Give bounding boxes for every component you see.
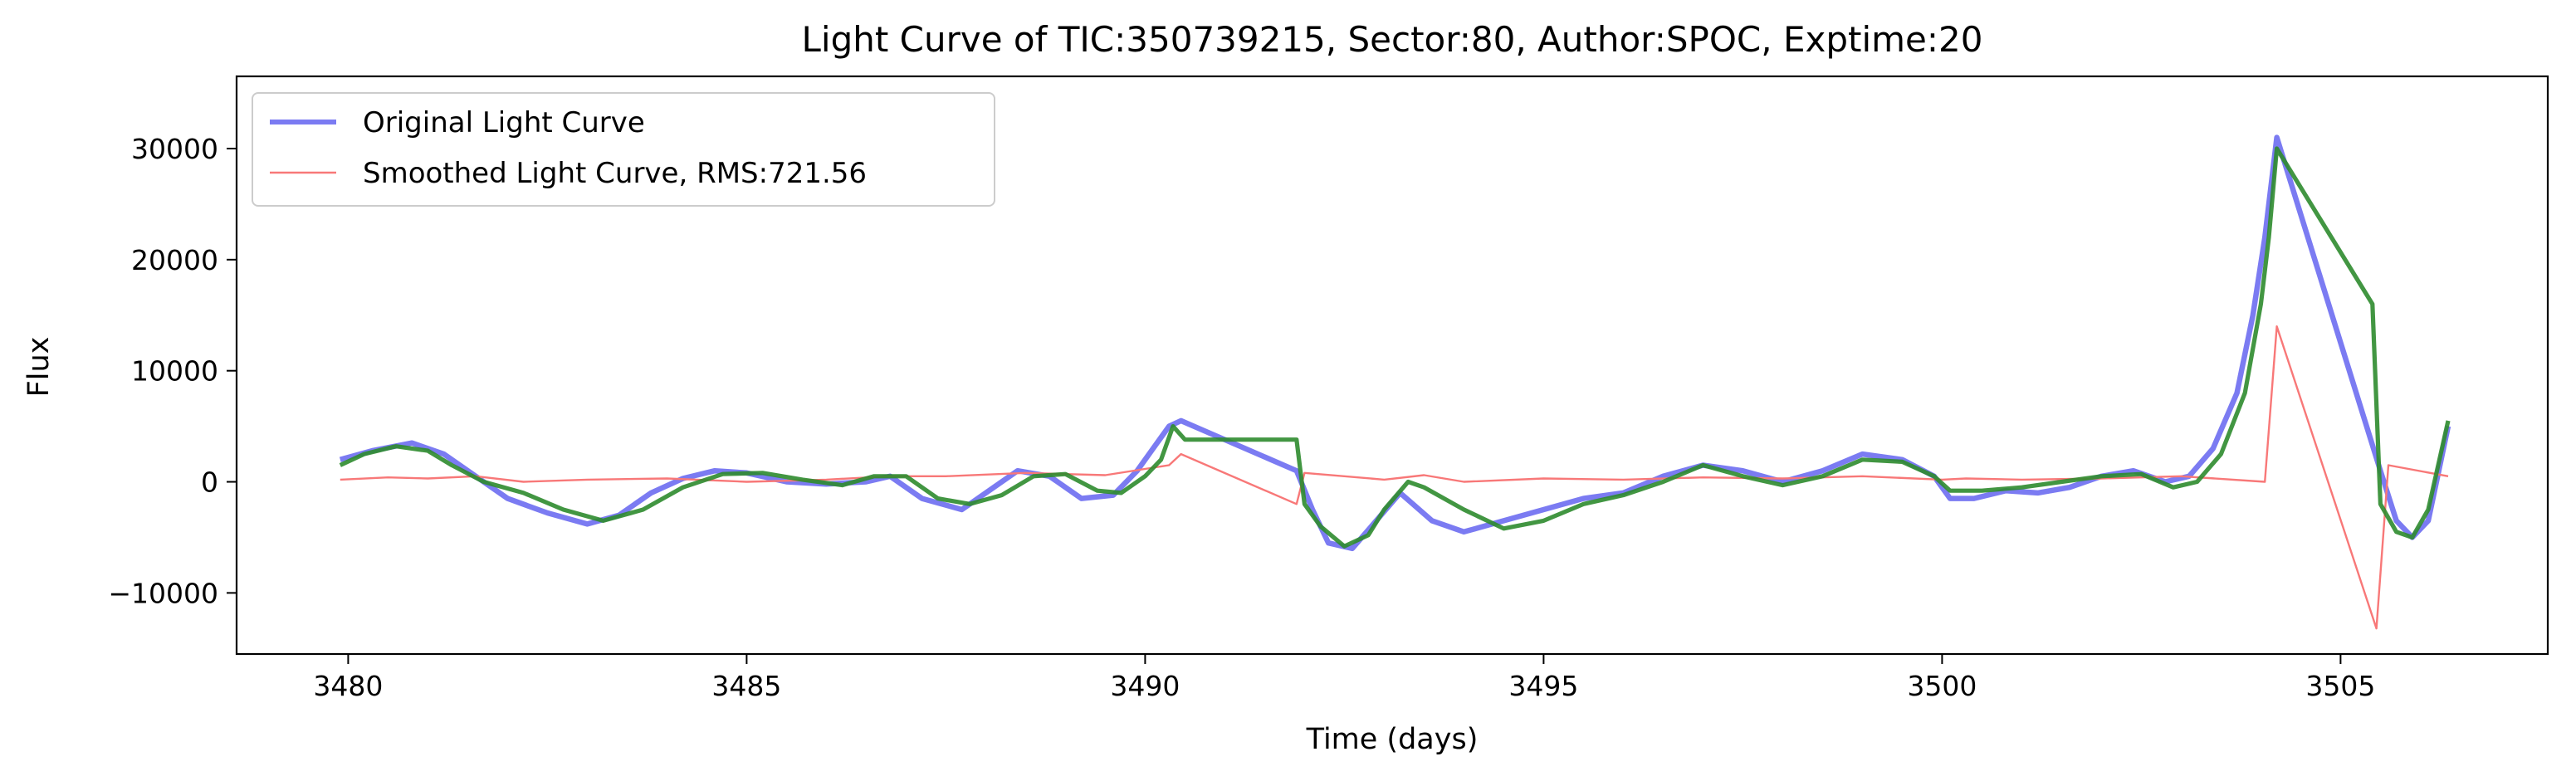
x-tick-label: 3480 — [313, 670, 383, 702]
y-tick-label: 20000 — [131, 244, 218, 276]
series-layer — [339, 134, 2451, 630]
x-tick-label: 3495 — [1508, 670, 1578, 702]
plot-area — [235, 75, 2549, 656]
y-tick-label: 0 — [201, 466, 218, 499]
plot-frame — [235, 75, 2549, 656]
y-axis-label: Flux — [22, 337, 56, 398]
x-tick-label: 3490 — [1110, 670, 1180, 702]
y-tick-label: 10000 — [131, 355, 218, 388]
legend-box — [252, 92, 995, 207]
x-tick-label: 3500 — [1907, 670, 1977, 702]
x-axis: 3480 3485 3490 3495 3500 3505 — [313, 654, 2375, 702]
x-tick-label: 3505 — [2305, 670, 2375, 702]
legend-label-original: Original Light Curve — [363, 106, 645, 139]
series-line-1 — [340, 325, 2449, 630]
x-axis-label: Time (days) — [1306, 723, 1479, 756]
y-tick-label: −10000 — [108, 577, 218, 609]
series-line-2 — [339, 146, 2451, 549]
y-axis: −10000 0 10000 20000 30000 — [108, 133, 237, 609]
x-tick-label: 3485 — [711, 670, 781, 702]
chart-title: Light Curve of TIC:350739215, Sector:80,… — [802, 19, 1983, 60]
y-tick-label: 30000 — [131, 133, 218, 165]
legend-label-smoothed: Smoothed Light Curve, RMS:721.56 — [363, 157, 867, 190]
legend: Original Light Curve Smoothed Light Curv… — [252, 92, 995, 207]
